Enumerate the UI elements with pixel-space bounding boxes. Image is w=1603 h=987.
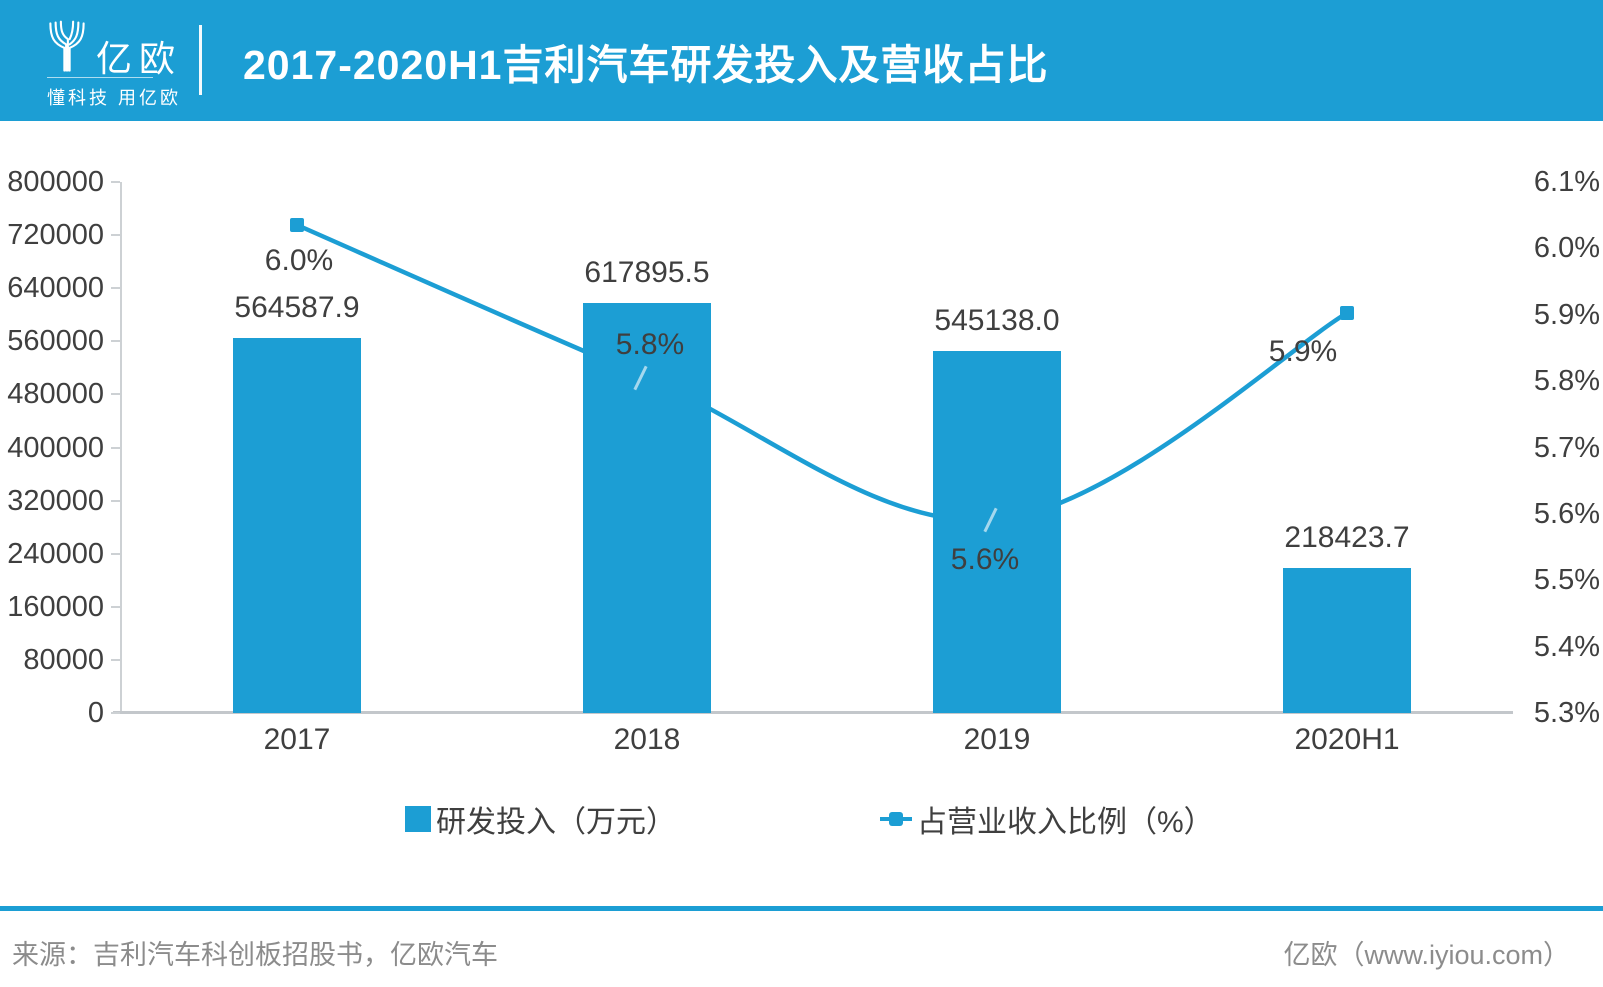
legend-label-bar-series: 研发投入（万元） <box>436 806 676 839</box>
left-axis-tick-mark <box>111 446 120 449</box>
logo-underline <box>47 77 153 78</box>
chart-title: 2017-2020H1吉利汽车研发投入及营收占比 <box>243 41 1049 88</box>
left-axis-tick-label: 0 <box>87 697 104 729</box>
left-axis-tick-mark <box>111 234 120 237</box>
left-axis-tick-label: 720000 <box>7 219 104 252</box>
bar-2019 <box>933 351 1061 713</box>
right-axis-tick-label: 5.7% <box>1533 431 1600 464</box>
footer-divider <box>0 906 1603 911</box>
x-axis-label-2017: 2017 <box>263 723 331 756</box>
line-marker-2017 <box>290 218 304 232</box>
header-banner: 亿欧 懂科技 用亿欧 2017-2020H1吉利汽车研发投入及营收占比 <box>0 0 1603 121</box>
x-axis-label-2018: 2018 <box>613 723 681 756</box>
left-axis-tick-mark <box>111 499 120 502</box>
line-value-label: 5.9% <box>1268 335 1338 368</box>
bar-value-label: 545138.0 <box>934 304 1060 338</box>
left-axis-tick-mark <box>111 712 120 714</box>
left-axis-line <box>120 182 122 713</box>
right-axis-tick-label: 5.5% <box>1533 564 1600 597</box>
right-axis-tick-label: 5.6% <box>1533 497 1600 530</box>
x-axis-label-2020H1: 2020H1 <box>1294 723 1400 756</box>
logo-wordmark: 亿欧 <box>96 38 183 79</box>
left-axis-tick-label: 560000 <box>7 325 104 358</box>
left-axis-tick-mark <box>111 340 120 343</box>
left-axis-tick-mark <box>111 605 120 608</box>
line-marker-2020h1 <box>1340 306 1354 320</box>
x-axis-label-2019: 2019 <box>963 723 1031 756</box>
legend-item-rd-investment: 研发投入（万元） <box>405 799 676 839</box>
left-axis-tick-label: 640000 <box>7 272 104 305</box>
yiou-logo-icon <box>49 20 85 72</box>
right-axis-tick-label: 5.4% <box>1533 630 1600 663</box>
right-axis-tick-label: 5.9% <box>1533 298 1600 331</box>
left-axis-tick-label: 400000 <box>7 431 104 464</box>
right-axis-tick-label: 5.3% <box>1533 697 1600 729</box>
right-axis-tick-label: 6.0% <box>1533 232 1600 265</box>
line-series-swatch-icon <box>880 812 912 826</box>
bar-value-label: 218423.7 <box>1284 521 1410 555</box>
credit-text: 亿欧（www.iyiou.com） <box>1283 940 1570 970</box>
logo-tagline: 懂科技 用亿欧 <box>47 88 182 108</box>
bar-value-label: 564587.9 <box>234 291 360 325</box>
line-value-label: 5.8% <box>615 328 685 361</box>
left-axis-tick-mark <box>111 393 120 396</box>
left-axis-tick-mark <box>111 658 120 661</box>
left-axis-tick-mark <box>111 287 120 290</box>
legend-label-line-series: 占营业收入比例（%） <box>917 806 1214 839</box>
left-axis-tick-label: 320000 <box>7 484 104 517</box>
bar-2018 <box>583 302 711 713</box>
x-axis-line <box>113 711 1513 714</box>
right-axis-tick-label: 5.8% <box>1533 365 1600 398</box>
line-value-label: 5.6% <box>950 543 1020 576</box>
left-axis-tick-label: 240000 <box>7 537 104 570</box>
bar-value-label: 617895.5 <box>584 255 710 289</box>
left-axis-tick-mark <box>111 181 120 183</box>
left-axis-tick-mark <box>111 552 120 555</box>
left-axis-tick-label: 80000 <box>23 643 104 676</box>
bar-series-swatch-icon <box>405 806 431 832</box>
trend-line <box>296 222 1349 524</box>
line-value-label: 6.0% <box>264 244 334 277</box>
legend-item-revenue-ratio: 占营业收入比例（%） <box>880 799 1214 839</box>
source-text: 来源：吉利汽车科创板招股书，亿欧汽车 <box>12 940 498 970</box>
bar-2020H1 <box>1283 568 1411 713</box>
left-axis-tick-label: 480000 <box>7 378 104 411</box>
left-axis-tick-label: 800000 <box>7 166 104 198</box>
right-axis-tick-label: 6.1% <box>1533 166 1600 198</box>
header-divider <box>199 25 202 95</box>
left-axis-tick-label: 160000 <box>7 590 104 623</box>
bar-2017 <box>233 338 361 713</box>
